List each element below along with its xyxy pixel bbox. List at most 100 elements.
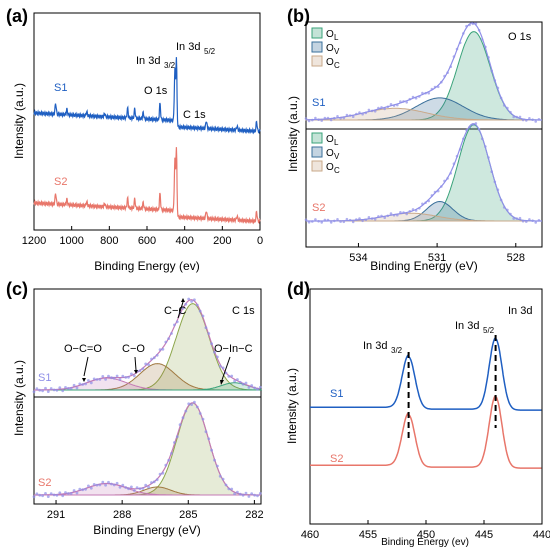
data-point (41, 389, 44, 393)
data-point (358, 217, 361, 220)
panel-c-ann-co: C−O (122, 343, 145, 355)
data-point (386, 105, 390, 109)
data-point (373, 110, 377, 113)
data-point (528, 218, 531, 221)
data-point (67, 492, 70, 495)
data-point (72, 383, 76, 387)
data-point (247, 386, 251, 389)
data-point (525, 119, 528, 122)
panel-c-label: (c) (6, 279, 28, 299)
data-point (72, 489, 76, 492)
data-point (361, 112, 364, 116)
data-point (326, 218, 330, 222)
data-point (75, 386, 79, 390)
x-tick-label: 0 (257, 235, 263, 247)
data-point (490, 170, 494, 173)
data-point (351, 115, 355, 118)
data-point (121, 483, 125, 487)
legend-swatch (311, 160, 323, 172)
data-point (132, 374, 136, 378)
data-point (233, 492, 237, 496)
data-point (150, 481, 153, 484)
data-point (336, 218, 339, 221)
data-point (110, 482, 113, 486)
data-point (170, 332, 173, 335)
data-point (430, 194, 434, 197)
data-point (487, 56, 490, 59)
data-point (241, 382, 245, 386)
data-point (449, 65, 453, 68)
peak-label-main: In 3d (136, 55, 160, 67)
legend-label-sub: L (334, 33, 339, 42)
panel-c-ylabel: Intensity (a.u.) (12, 360, 26, 436)
series-s2-line (33, 147, 261, 225)
data-point (118, 378, 122, 381)
peak-label-main: In 3d (176, 41, 200, 53)
data-point (155, 353, 159, 357)
data-point (49, 387, 53, 390)
panel-c-ticks: 291 288 285 282 (47, 500, 264, 521)
panel-c-ann-ococ: O−C=O (64, 343, 102, 355)
data-point (433, 190, 437, 194)
data-point (230, 487, 234, 491)
panel-a-s1-label: S1 (54, 82, 67, 94)
data-point (531, 219, 534, 222)
data-point (348, 218, 352, 222)
data-point (44, 386, 47, 390)
data-point (446, 177, 449, 180)
x-tick-label: 531 (428, 252, 446, 264)
data-point (408, 210, 412, 213)
data-point (55, 493, 59, 497)
peak-label-sub: 5/2 (204, 47, 216, 56)
data-point (107, 374, 110, 378)
data-point (424, 91, 427, 95)
panel-b-title: O 1s (508, 31, 532, 43)
panel-c: (c) 291 288 285 282 Binding Energy (eV) Int… (6, 279, 264, 537)
data-point (238, 492, 242, 496)
data-point (95, 483, 99, 487)
data-point (342, 116, 346, 120)
data-point (124, 376, 128, 379)
panel-a-ticks: 1200 1000 800 600 400 200 0 (22, 226, 263, 247)
data-point (138, 369, 142, 372)
data-point (496, 86, 500, 90)
data-point (227, 375, 231, 378)
data-point (421, 202, 424, 206)
legend-label: O (326, 148, 334, 159)
data-point (358, 111, 361, 114)
data-point (386, 214, 390, 218)
data-point (152, 480, 156, 484)
data-point (418, 95, 421, 98)
data-point (253, 386, 256, 390)
data-point (224, 371, 228, 375)
series-s1-line (33, 57, 261, 135)
data-point (537, 118, 541, 121)
legend-swatch (311, 55, 323, 67)
data-point (342, 220, 346, 224)
x-tick-label: 285 (179, 509, 197, 521)
data-point (236, 378, 239, 381)
x-tick-label: 534 (349, 252, 367, 264)
data-point (436, 85, 440, 89)
data-point (216, 355, 219, 359)
data-point (224, 483, 228, 487)
panel-a: (a) 1200 1000 800 600 400 200 0 Binding Energy… (6, 6, 263, 273)
data-point (314, 218, 317, 221)
x-tick-label: 400 (175, 235, 193, 247)
data-point (161, 471, 165, 475)
data-point (161, 347, 165, 351)
data-point (329, 221, 333, 224)
data-point (528, 117, 531, 120)
data-point (320, 221, 324, 224)
data-point (173, 323, 176, 327)
data-point (49, 492, 53, 495)
data-point (490, 69, 494, 73)
data-point (247, 495, 251, 498)
data-point (534, 221, 537, 224)
data-point (383, 216, 387, 219)
panel-c-ann-cc: C−C (164, 305, 186, 317)
data-point (213, 458, 216, 462)
data-point (345, 217, 349, 221)
data-point (147, 485, 151, 489)
data-point (201, 314, 205, 318)
